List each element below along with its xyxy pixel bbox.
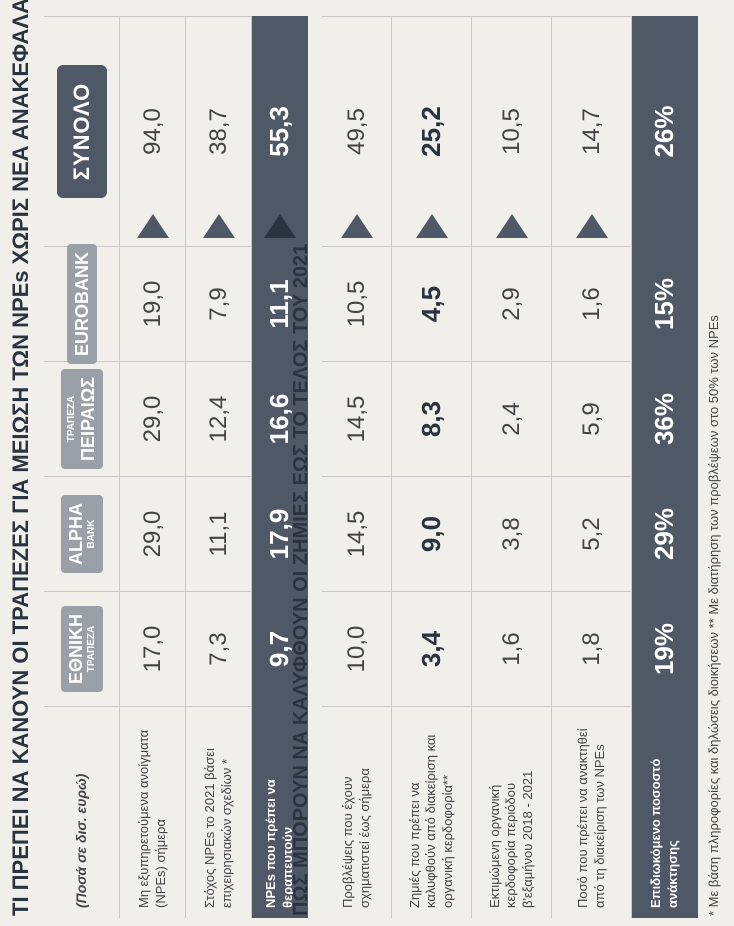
value-cell: 1,6 [472, 591, 552, 706]
alpha-logo: ALPHA BANK [60, 495, 103, 573]
row-label: Εκτιμώμενη οργανική κερδοφορία περιόδου … [472, 706, 552, 918]
row-label: Ζημιές που πρέπει να καλυφθούν από διακε… [392, 706, 472, 918]
ethniki-logo: ΕΘΝΙΚΗ ΤΡΑΠΕΖΑ [60, 606, 103, 693]
value-cell: 29% [632, 476, 698, 591]
value-cell: 1,6 [552, 246, 632, 361]
value-cell: 14,5 [322, 476, 392, 591]
infographic-title: ΤΙ ΠΡΕΠΕΙ ΝΑ ΚΑΝΟΥΝ ΟΙ ΤΡΑΠΕΖΕΣ ΓΙΑ ΜΕΙΩ… [8, 0, 33, 916]
arrow-icon [202, 214, 235, 238]
value-cell: 36% [632, 361, 698, 476]
value-cell: 29,0 [120, 361, 186, 476]
arrow-icon [575, 214, 608, 238]
total-cell: 25,2 [392, 16, 472, 246]
row-label: Επιδιωκόμενο ποσοστό ανάκτησης [632, 706, 698, 918]
value-cell: 19,0 [120, 246, 186, 361]
value-cell: 11,1 [186, 476, 252, 591]
arrow-icon [415, 214, 448, 238]
value-cell: 4,5 [392, 246, 472, 361]
total-cell: 55,3 [252, 16, 308, 246]
value-cell: 15% [632, 246, 698, 361]
footnote: * Με βάση πληροφορίες και δηλώσεις διοικ… [706, 315, 721, 916]
value-cell: 2,9 [472, 246, 552, 361]
total-cell: 49,5 [322, 16, 392, 246]
bank-header-alpha: ALPHA BANK [44, 476, 120, 591]
total-cell: 26% [632, 16, 698, 246]
value-cell: 1,8 [552, 591, 632, 706]
row-label: Ποσό που πρέπει να ανακτηθεί από τη διακ… [552, 706, 632, 918]
row-label: Μη εξυπηρετούμενα ανοίγματα (NPEs) σήμερ… [120, 706, 186, 918]
row-label: Προβλέψεις που έχουν σχηματιστεί έως σήμ… [322, 706, 392, 918]
value-cell: 10,0 [322, 591, 392, 706]
arrow-icon [136, 214, 169, 238]
value-cell: 5,9 [552, 361, 632, 476]
section-title: ΠΩΣ ΜΠΟΡΟΥΝ ΝΑ ΚΑΛΥΦΘΟΥΝ ΟΙ ΖΗΜΙΕΣ ΕΩΣ Τ… [290, 243, 312, 916]
value-cell: 10,5 [322, 246, 392, 361]
total-cell: 10,5 [472, 16, 552, 246]
table-losses: Προβλέψεις που έχουν σχηματιστεί έως σήμ… [322, 16, 698, 918]
value-cell: 7,3 [186, 591, 252, 706]
arrow-icon [495, 214, 528, 238]
peiraios-logo: ΤΡΑΠΕΖΑ ΠΕΙΡΑΙΩΣ [60, 369, 103, 469]
value-cell: 12,4 [186, 361, 252, 476]
value-cell: 14,5 [322, 361, 392, 476]
units-label: (Ποσά σε δισ. ευρώ) [44, 706, 120, 918]
table-npes: (Ποσά σε δισ. ευρώ) ΕΘΝΙΚΗ ΤΡΑΠΕΖΑ ALPHA B… [44, 16, 308, 918]
arrow-icon [340, 214, 373, 238]
bank-header-peiraios: ΤΡΑΠΕΖΑ ΠΕΙΡΑΙΩΣ [44, 361, 120, 476]
value-cell: 17,0 [120, 591, 186, 706]
total-cell: 94,0 [120, 16, 186, 246]
value-cell: 19% [632, 591, 698, 706]
value-cell: 5,2 [552, 476, 632, 591]
value-cell: 29,0 [120, 476, 186, 591]
eurobank-logo: EUROBANK [66, 243, 97, 364]
value-cell: 2,4 [472, 361, 552, 476]
value-cell: 3,8 [472, 476, 552, 591]
total-cell: 38,7 [186, 16, 252, 246]
total-label: ΣΥΝΟΛΟ [56, 64, 107, 199]
total-header: ΣΥΝΟΛΟ [44, 16, 120, 246]
bank-header-ethniki: ΕΘΝΙΚΗ ΤΡΑΠΕΖΑ [44, 591, 120, 706]
arrow-icon [263, 214, 296, 238]
value-cell: 9,0 [392, 476, 472, 591]
value-cell: 7,9 [186, 246, 252, 361]
row-label: Στόχος NPEs το 2021 βάσει επιχειρησιακών… [186, 706, 252, 918]
value-cell: 3,4 [392, 591, 472, 706]
value-cell: 8,3 [392, 361, 472, 476]
total-cell: 14,7 [552, 16, 632, 246]
bank-header-eurobank: EUROBANK [44, 243, 120, 364]
